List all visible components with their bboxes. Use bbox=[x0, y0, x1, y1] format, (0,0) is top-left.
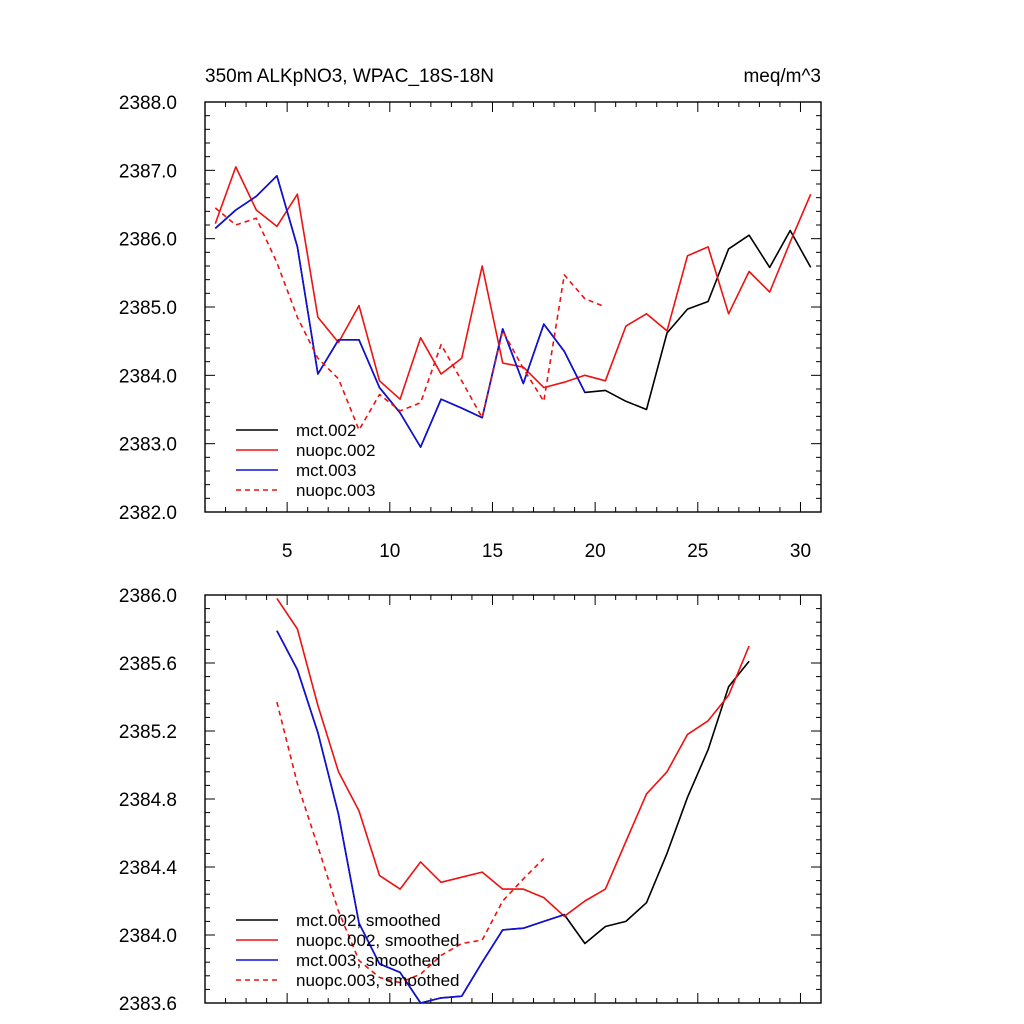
legend-label: nuopc.002 bbox=[296, 441, 375, 460]
x-tick-label: 5 bbox=[282, 541, 293, 562]
y-tick-label: 2388.0 bbox=[119, 93, 177, 114]
x-tick-label: 30 bbox=[790, 541, 811, 562]
chart-title: 350m ALKpNO3, WPAC_18S-18N bbox=[205, 66, 494, 87]
series-line-nuopc-003-smoothed bbox=[276, 701, 545, 984]
y-tick-label: 2384.0 bbox=[119, 366, 177, 387]
series-line-nuopc-003 bbox=[214, 207, 606, 431]
legend-label: nuopc.003, smoothed bbox=[296, 971, 460, 990]
x-tick-label: 25 bbox=[687, 541, 708, 562]
series-line-mct-003 bbox=[214, 175, 586, 448]
y-tick-label: 2385.2 bbox=[119, 722, 177, 743]
series-line-nuopc-002-smoothed bbox=[276, 597, 750, 918]
top-panel: 5 10 15 20 25 30 2382.0 2383.0 2384.0 2385.0 2386.… bbox=[119, 93, 822, 562]
y-tick-label: 2385.6 bbox=[119, 654, 177, 675]
legend-label: mct.002 bbox=[296, 421, 356, 440]
y-tick-label: 2384.0 bbox=[119, 926, 177, 947]
series-line-nuopc-002 bbox=[214, 166, 812, 401]
y-tick-label: 2386.0 bbox=[119, 586, 177, 607]
legend-label: nuopc.003 bbox=[296, 481, 375, 500]
legend-label: mct.002, smoothed bbox=[296, 911, 441, 930]
legend-label: nuopc.002, smoothed bbox=[296, 931, 460, 950]
x-tick-label: 20 bbox=[585, 541, 606, 562]
x-tick-label: 10 bbox=[379, 541, 400, 562]
y-tick-label: 2384.4 bbox=[119, 858, 178, 879]
bottom-panel: 2383.6 2384.0 2384.4 2384.8 2385.2 2385.6 2386… bbox=[119, 586, 822, 1015]
y-tick-label: 2383.6 bbox=[119, 994, 177, 1015]
y-tick-label: 2383.0 bbox=[119, 435, 177, 456]
chart-units-label: meq/m^3 bbox=[743, 66, 821, 87]
legend-label: mct.003 bbox=[296, 461, 356, 480]
y-tick-label: 2386.0 bbox=[119, 230, 177, 251]
y-tick-label: 2387.0 bbox=[119, 161, 177, 182]
series-line-mct-002 bbox=[214, 175, 812, 448]
series-line-mct-003-smoothed bbox=[276, 630, 565, 1004]
y-tick-label: 2385.0 bbox=[119, 298, 177, 319]
legend-label: mct.003, smoothed bbox=[296, 951, 441, 970]
y-tick-label: 2382.0 bbox=[119, 503, 177, 524]
x-tick-label: 15 bbox=[482, 541, 503, 562]
y-tick-label: 2384.8 bbox=[119, 790, 177, 811]
